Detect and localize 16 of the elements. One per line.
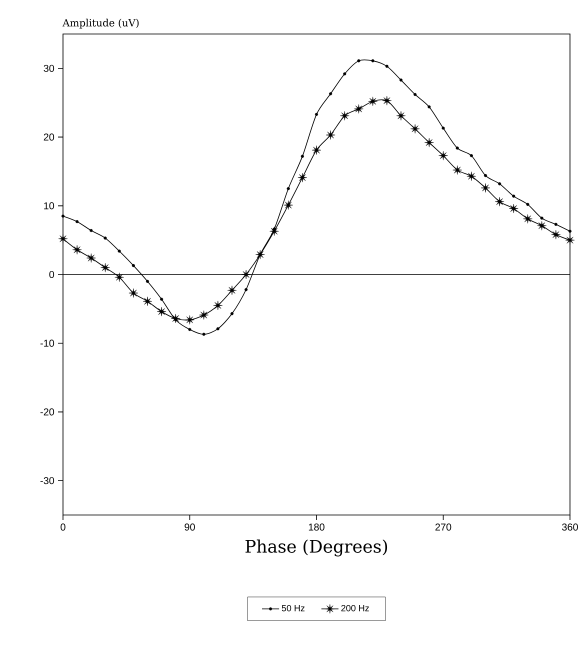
legend-label: 50 Hz xyxy=(282,604,305,612)
x-tick-label: 360 xyxy=(562,524,578,531)
x-tick-label: 90 xyxy=(184,524,195,531)
legend-label: 200 Hz xyxy=(341,604,369,612)
y-tick-label: -30 xyxy=(40,477,54,484)
y-tick-label: 0 xyxy=(49,270,54,278)
y-axis-title: Amplitude (uV) xyxy=(62,18,139,28)
y-tick-label: 20 xyxy=(44,134,54,141)
x-tick-label: 180 xyxy=(308,524,324,531)
y-tick-label: -10 xyxy=(40,340,54,347)
y-tick-label: 30 xyxy=(44,64,54,72)
x-tick-label: 0 xyxy=(60,524,66,531)
x-axis-title: Phase (Degrees) xyxy=(246,539,388,556)
x-tick-label: 270 xyxy=(435,524,452,531)
y-tick-label: -20 xyxy=(40,408,54,416)
y-tick-label: 10 xyxy=(44,202,54,210)
